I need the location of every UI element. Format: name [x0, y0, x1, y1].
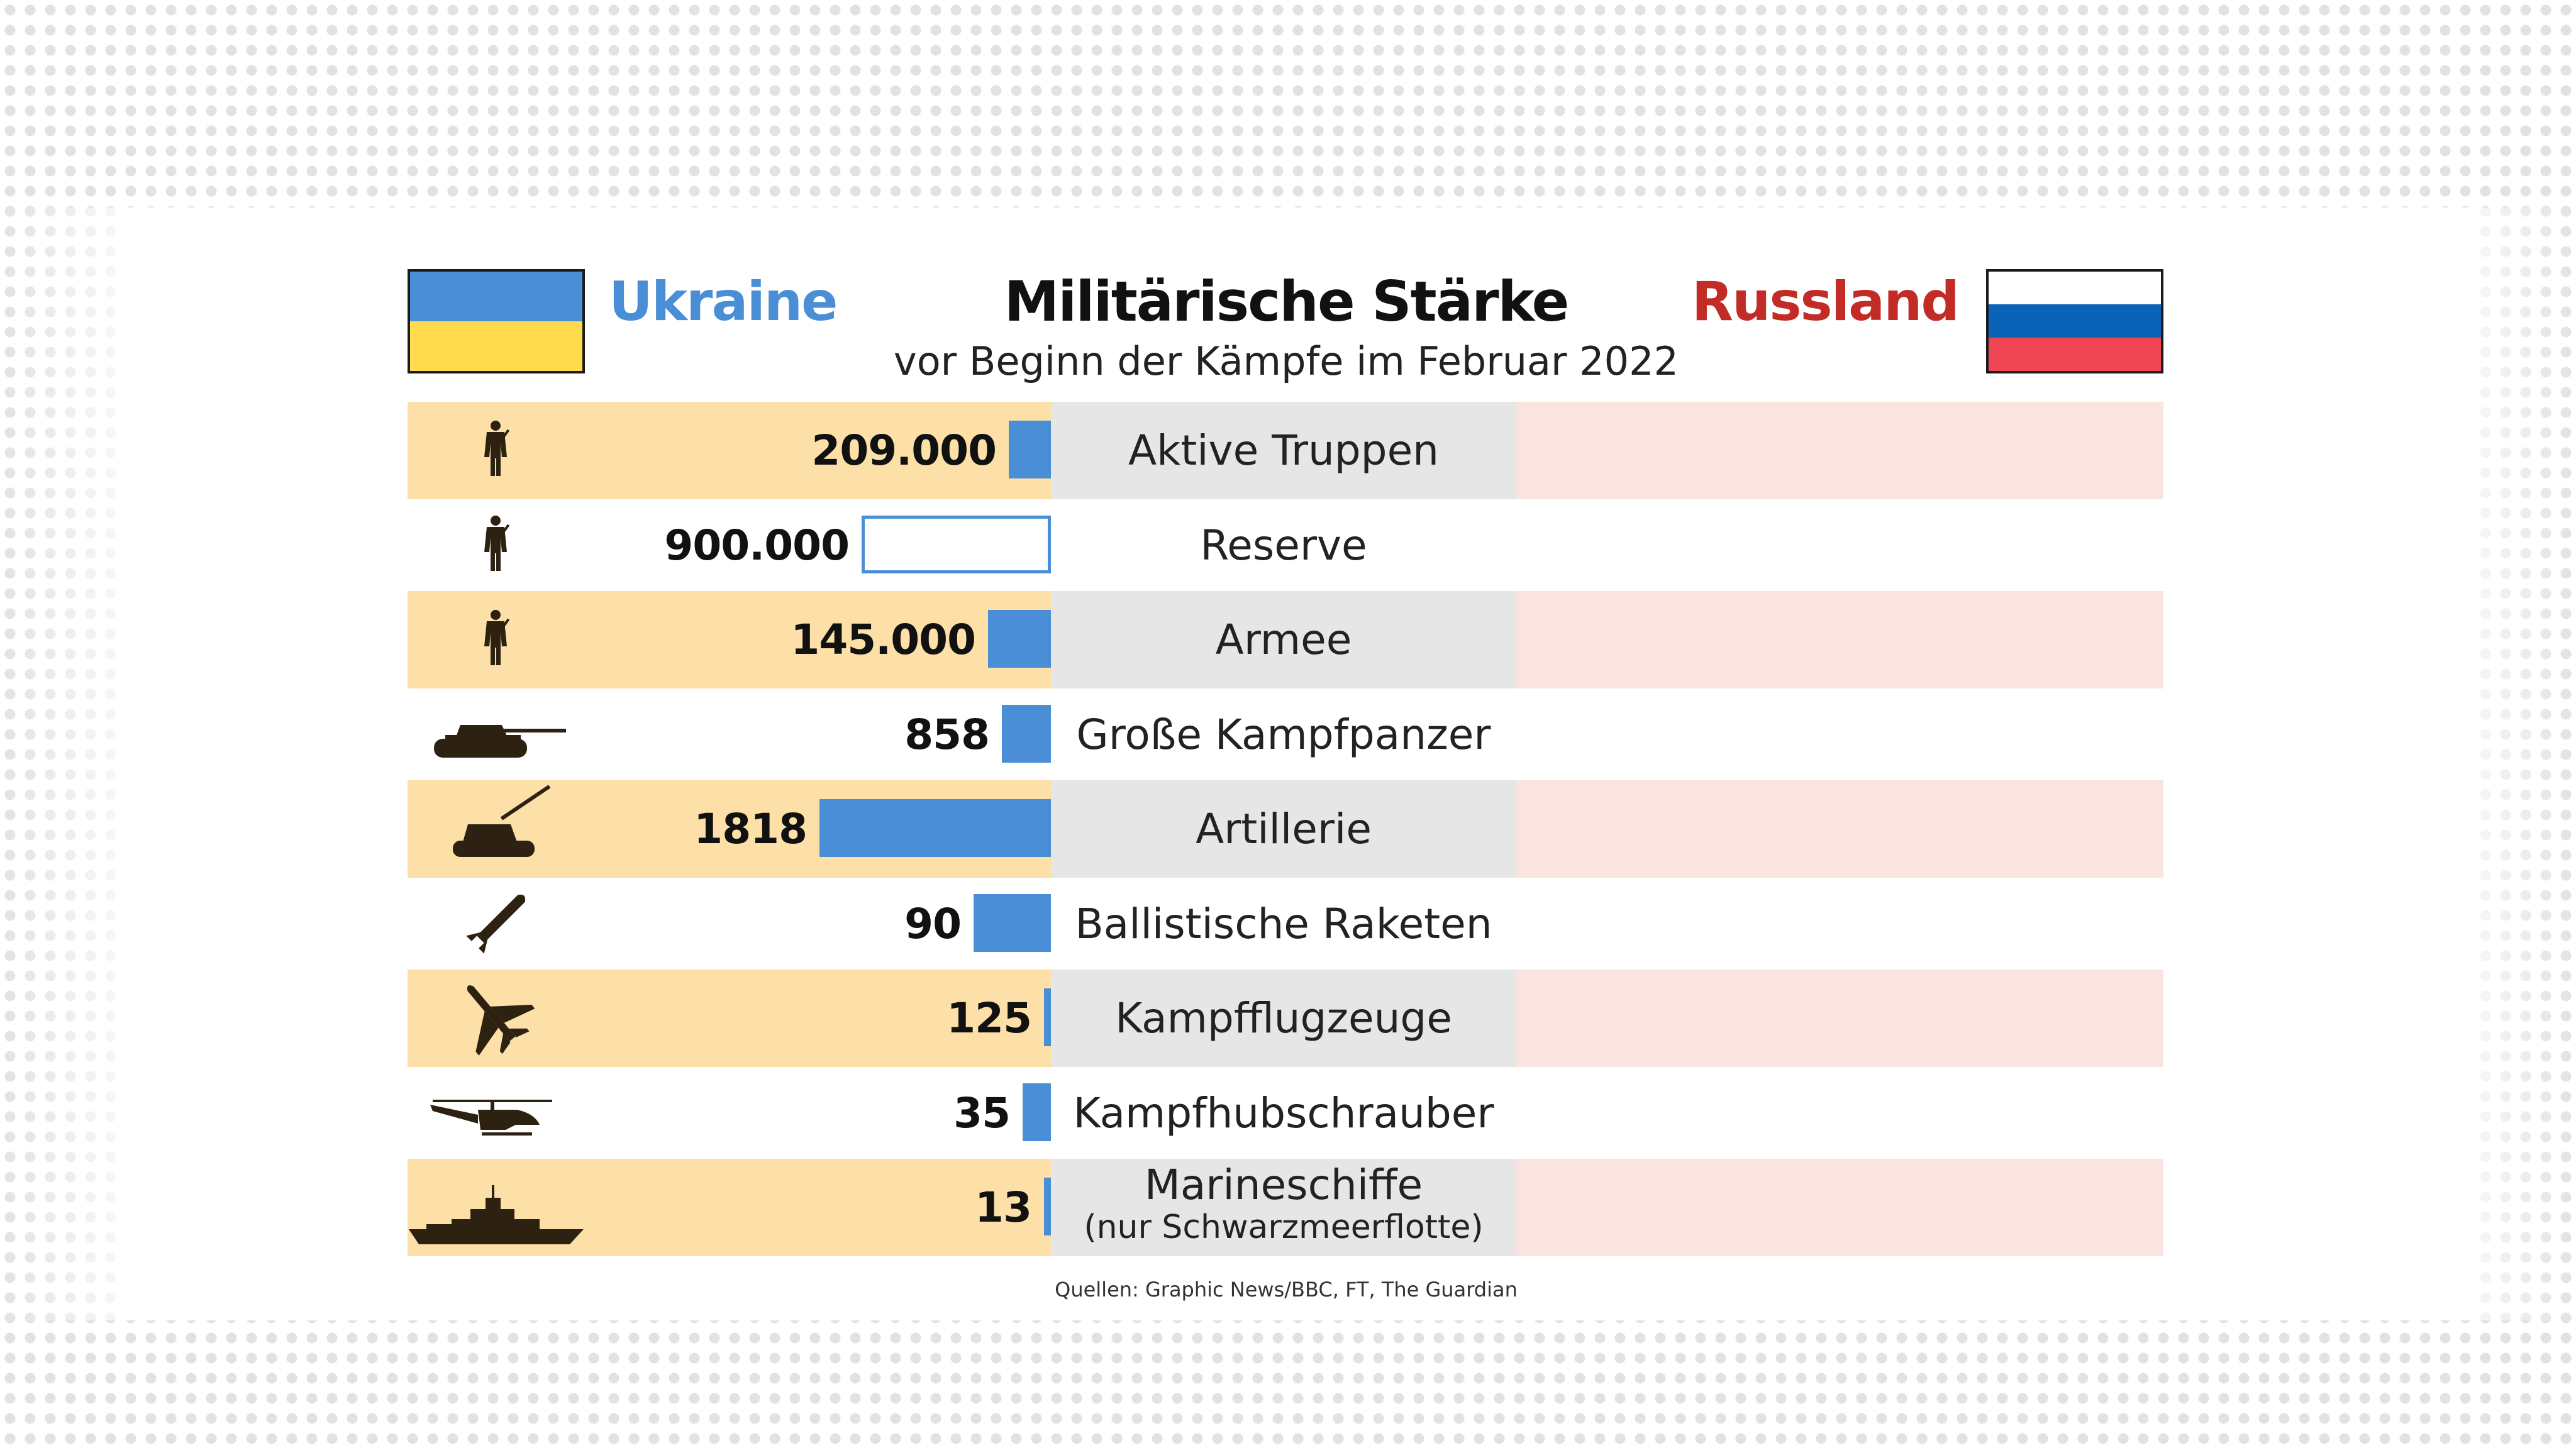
russia-cell	[1516, 875, 2163, 973]
ukraine-cell: 209.000	[408, 402, 1051, 499]
ukraine-cell: 145.000	[408, 591, 1051, 688]
russia-cell	[1516, 497, 2163, 594]
data-label-ukraine: 90	[904, 900, 962, 948]
category-label: Ballistische Raketen	[1051, 875, 1516, 973]
ukraine-flag-icon	[408, 269, 585, 373]
category-label: Kampfflugzeuge	[1051, 970, 1516, 1067]
soldier-icon	[408, 497, 584, 594]
chart-subtitle: vor Beginn der Kämpfe im Februar 2022	[894, 338, 1679, 384]
category-label-text: Ballistische Raketen	[1075, 900, 1492, 948]
card-fade-right	[2434, 207, 2576, 1320]
category-cell: Ballistische Raketen	[1051, 875, 1516, 973]
data-label-ukraine: 209.000	[811, 426, 997, 475]
tank-icon	[408, 686, 584, 783]
fighter-jet-icon	[408, 970, 584, 1067]
table-row: 209.000 Aktive Truppen	[408, 402, 2163, 499]
category-cell: Aktive Truppen	[1051, 402, 1516, 499]
category-label-text: Kampfhubschrauber	[1073, 1089, 1494, 1137]
data-label-ukraine: 145.000	[791, 616, 976, 664]
ukraine-cell: 900.000	[408, 497, 1051, 594]
bar-ukraine	[1023, 1083, 1051, 1141]
category-label-text: Marineschiffe	[1144, 1161, 1423, 1209]
table-row: 858 Große Kampfpanzer	[408, 686, 2163, 783]
country-label-russia: Russland	[1691, 270, 1960, 333]
category-note: (nur Schwarzmeerflotte)	[1084, 1208, 1484, 1246]
russia-flag-icon	[1986, 269, 2163, 373]
source-note: Quellen: Graphic News/BBC, FT, The Guard…	[1055, 1278, 1518, 1302]
bar-ukraine	[974, 894, 1051, 952]
data-label-ukraine: 1818	[694, 805, 808, 853]
ukraine-cell: 13	[408, 1159, 1051, 1256]
category-label: Marineschiffe (nur Schwarzmeerflotte)	[1051, 1159, 1516, 1256]
data-label-ukraine: 125	[947, 994, 1032, 1042]
category-cell: Artillerie	[1051, 780, 1516, 878]
table-row: 90 Ballistische Raketen	[408, 875, 2163, 973]
ukraine-cell: 858	[408, 686, 1051, 783]
data-label-ukraine: 858	[904, 710, 990, 759]
bar-ukraine	[862, 516, 1051, 573]
bar-ukraine	[1009, 421, 1051, 478]
soldier-icon	[408, 402, 584, 499]
category-label-text: Aktive Truppen	[1128, 426, 1440, 475]
category-cell: Armee	[1051, 591, 1516, 688]
category-label-text: Kampfflugzeuge	[1115, 994, 1452, 1042]
category-label: Reserve	[1051, 497, 1516, 594]
helicopter-icon	[408, 1064, 584, 1162]
table-row: 900.000 Reserve	[408, 497, 2163, 594]
category-cell: Kampfflugzeuge	[1051, 970, 1516, 1067]
bar-ukraine	[988, 610, 1051, 668]
russia-cell	[1516, 402, 2163, 499]
table-row: 13 Marineschiffe (nur Schwarzmeerflotte)	[408, 1159, 2163, 1256]
category-label: Kampfhubschrauber	[1051, 1064, 1516, 1162]
category-label: Große Kampfpanzer	[1051, 686, 1516, 783]
russia-cell	[1516, 970, 2163, 1067]
ukraine-cell: 90	[408, 875, 1051, 973]
russia-cell	[1516, 780, 2163, 878]
warship-icon	[408, 1159, 584, 1256]
missile-icon	[408, 875, 584, 973]
category-cell: Reserve	[1051, 497, 1516, 594]
bar-ukraine	[819, 799, 1051, 857]
chart-title: Militärische Stärke	[1004, 269, 1570, 334]
category-label-text: Artillerie	[1196, 805, 1372, 853]
category-label: Aktive Truppen	[1051, 402, 1516, 499]
russia-cell	[1516, 1064, 2163, 1162]
ukraine-cell: 1818	[408, 780, 1051, 878]
table-row: 1818 Artillerie	[408, 780, 2163, 878]
table-row: 145.000 Armee	[408, 591, 2163, 688]
ukraine-cell: 35	[408, 1064, 1051, 1162]
table-row: 35 Kampfhubschrauber	[408, 1064, 2163, 1162]
bar-ukraine	[1002, 705, 1051, 763]
russia-cell	[1516, 686, 2163, 783]
country-label-ukraine: Ukraine	[609, 270, 838, 333]
card-fade-left	[0, 207, 164, 1320]
bar-ukraine	[1044, 1178, 1051, 1235]
category-label-text: Reserve	[1200, 521, 1367, 570]
table-row: 125 Kampfflugzeuge	[408, 970, 2163, 1067]
category-cell: Große Kampfpanzer	[1051, 686, 1516, 783]
russia-cell	[1516, 591, 2163, 688]
category-cell: Kampfhubschrauber	[1051, 1064, 1516, 1162]
category-label: Armee	[1051, 591, 1516, 688]
artillery-icon	[408, 780, 584, 878]
soldier-icon	[408, 591, 584, 688]
russia-cell	[1516, 1159, 2163, 1256]
category-cell: Marineschiffe (nur Schwarzmeerflotte)	[1051, 1159, 1516, 1256]
category-label-text: Große Kampfpanzer	[1076, 710, 1491, 759]
category-label: Artillerie	[1051, 780, 1516, 878]
data-label-ukraine: 35	[953, 1089, 1011, 1137]
data-label-ukraine: 13	[975, 1183, 1032, 1232]
ukraine-cell: 125	[408, 970, 1051, 1067]
bar-ukraine	[1044, 988, 1051, 1046]
category-label-text: Armee	[1215, 616, 1352, 664]
data-label-ukraine: 900.000	[664, 521, 850, 570]
